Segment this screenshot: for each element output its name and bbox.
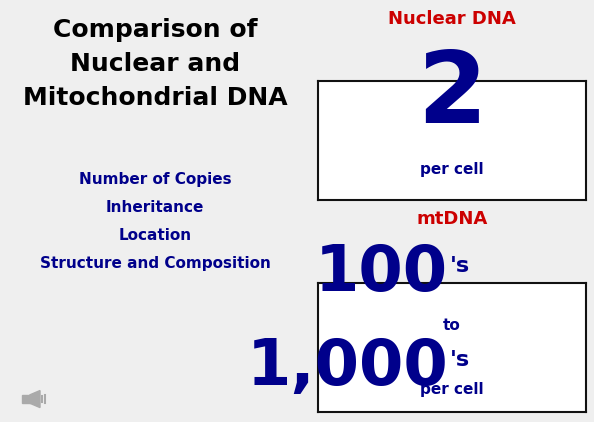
Text: Comparison of: Comparison of bbox=[53, 18, 257, 42]
Polygon shape bbox=[30, 390, 40, 408]
Text: Nuclear DNA: Nuclear DNA bbox=[388, 10, 516, 28]
Text: Mitochondrial DNA: Mitochondrial DNA bbox=[23, 86, 287, 110]
Text: 100: 100 bbox=[315, 242, 448, 304]
Bar bbox=[22, 395, 30, 403]
Text: Inheritance: Inheritance bbox=[106, 200, 204, 215]
Text: Nuclear and: Nuclear and bbox=[70, 52, 240, 76]
Text: Structure and Composition: Structure and Composition bbox=[40, 256, 270, 271]
Text: 2: 2 bbox=[417, 47, 487, 144]
Text: 1,000: 1,000 bbox=[247, 336, 448, 398]
Text: per cell: per cell bbox=[420, 162, 484, 177]
Text: per cell: per cell bbox=[420, 382, 484, 397]
Text: Location: Location bbox=[118, 228, 191, 243]
Text: to: to bbox=[443, 318, 461, 333]
Text: mtDNA: mtDNA bbox=[416, 210, 488, 228]
Text: Number of Copies: Number of Copies bbox=[78, 172, 231, 187]
Text: 's: 's bbox=[450, 256, 470, 276]
Text: 's: 's bbox=[450, 350, 470, 370]
